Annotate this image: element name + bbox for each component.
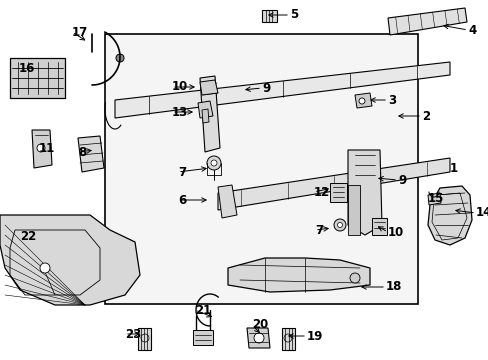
Polygon shape (138, 328, 151, 350)
Polygon shape (371, 218, 386, 235)
Polygon shape (10, 58, 65, 98)
Polygon shape (218, 158, 449, 210)
Circle shape (253, 333, 264, 343)
Text: 22: 22 (20, 230, 36, 243)
Text: 19: 19 (306, 329, 323, 342)
Circle shape (206, 156, 221, 170)
Text: 20: 20 (251, 319, 268, 332)
Text: 15: 15 (427, 192, 443, 204)
Circle shape (333, 219, 346, 231)
Text: 17: 17 (72, 26, 88, 39)
Text: 8: 8 (78, 145, 86, 158)
Text: 11: 11 (39, 141, 55, 154)
Text: 6: 6 (178, 194, 186, 207)
Polygon shape (246, 328, 269, 348)
Circle shape (40, 263, 50, 273)
Polygon shape (347, 185, 359, 235)
Polygon shape (347, 150, 381, 235)
Text: 7: 7 (178, 166, 186, 179)
Polygon shape (227, 258, 369, 292)
Polygon shape (0, 215, 140, 305)
Polygon shape (202, 109, 208, 123)
Polygon shape (282, 328, 294, 350)
Polygon shape (329, 183, 346, 202)
Circle shape (358, 98, 364, 104)
Polygon shape (218, 185, 237, 218)
Polygon shape (78, 136, 104, 172)
Circle shape (116, 54, 124, 62)
Polygon shape (427, 193, 440, 205)
Text: 16: 16 (19, 62, 35, 75)
Text: 10: 10 (387, 225, 404, 238)
Text: 9: 9 (397, 174, 406, 186)
Circle shape (349, 273, 359, 283)
Text: 5: 5 (289, 9, 298, 22)
Text: 9: 9 (262, 81, 270, 94)
Polygon shape (198, 101, 213, 118)
Text: 10: 10 (172, 81, 188, 94)
Text: 14: 14 (475, 207, 488, 220)
Polygon shape (193, 330, 213, 345)
Polygon shape (115, 62, 449, 118)
Text: 18: 18 (385, 280, 402, 293)
Polygon shape (262, 10, 276, 22)
Bar (105, 34, 417, 304)
Circle shape (337, 222, 342, 228)
Text: 1: 1 (449, 162, 457, 175)
Text: 2: 2 (421, 109, 429, 122)
Polygon shape (427, 186, 471, 245)
Polygon shape (200, 76, 220, 152)
Text: 7: 7 (314, 224, 323, 237)
Polygon shape (32, 130, 52, 168)
Text: 4: 4 (467, 23, 475, 36)
Circle shape (37, 144, 45, 152)
Text: 13: 13 (172, 105, 188, 118)
Text: 23: 23 (125, 328, 141, 341)
Circle shape (210, 160, 217, 166)
Polygon shape (354, 93, 371, 108)
Text: 21: 21 (195, 303, 211, 316)
Text: 3: 3 (387, 94, 395, 107)
Text: 12: 12 (313, 185, 329, 198)
Polygon shape (200, 80, 218, 95)
Polygon shape (387, 8, 466, 35)
